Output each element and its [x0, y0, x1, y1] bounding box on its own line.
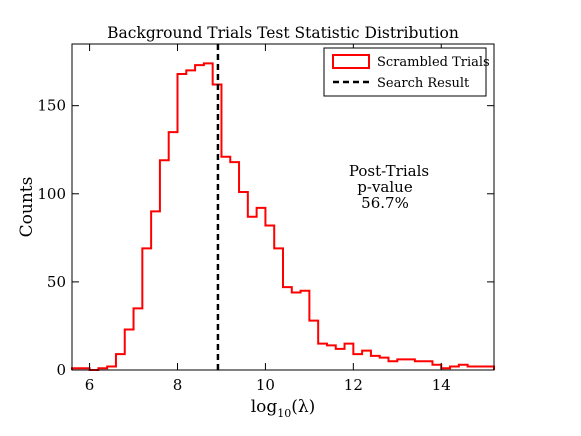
plot-area-frame [71, 43, 495, 371]
histogram-bin [195, 65, 204, 370]
histogram-bin [151, 211, 160, 370]
histogram-bin [265, 226, 274, 370]
histogram-bin [142, 248, 151, 370]
histogram-bin [415, 361, 424, 370]
annotation-line-3: 56.7% [361, 194, 409, 212]
legend-box [323, 47, 487, 97]
histogram-bin [274, 248, 283, 370]
histogram-bin [397, 359, 406, 370]
x-tick-label: 8 [173, 376, 183, 394]
histogram-bin [160, 160, 169, 370]
chart-title: Background Trials Test Statistic Distrib… [107, 24, 459, 42]
histogram-bin [125, 329, 134, 370]
histogram-bin [301, 291, 310, 370]
histogram-bin [318, 344, 327, 370]
histogram-bin [257, 208, 266, 370]
x-tick-label: 6 [85, 376, 95, 394]
histogram-bin [204, 63, 213, 370]
histogram-bin [424, 361, 433, 370]
legend-label-scrambled-trials: Scrambled Trials [377, 55, 490, 70]
histogram-bin [336, 349, 345, 370]
histogram-bin [327, 345, 336, 370]
x-tick-label: 12 [344, 376, 363, 394]
x-axis-label: log10(λ) [251, 397, 316, 420]
legend-label-search-result: Search Result [377, 76, 470, 91]
y-tick-label: 150 [37, 97, 66, 115]
annotation-line-2: p-value [357, 178, 413, 196]
x-tick-label: 14 [432, 376, 451, 394]
histogram-bin [178, 74, 187, 370]
histogram-bin [353, 354, 362, 370]
histogram-bin [221, 157, 230, 370]
y-tick-label: 0 [56, 361, 66, 379]
histogram-bin [371, 356, 380, 370]
series-scrambled-trials-step [71, 62, 495, 371]
annotation-line-1: Post-Trials [349, 162, 429, 180]
x-tick-label: 10 [256, 376, 275, 394]
histogram-bin [248, 217, 257, 370]
histogram-bin [406, 359, 415, 370]
axis-ticks: 6 8 10 12 14 0 50 100 150 [37, 44, 494, 394]
histogram-bin [134, 308, 143, 370]
x-axis-label-base: log [251, 397, 278, 417]
x-axis-label-argument: (λ) [291, 397, 315, 417]
histogram-bin [283, 287, 292, 370]
histogram-bin [292, 292, 301, 370]
x-axis-label-subscript: 10 [277, 407, 291, 420]
y-tick-label: 100 [37, 185, 66, 203]
histogram-bin [169, 132, 178, 370]
histogram-bin [186, 70, 195, 370]
histogram-bin [309, 321, 318, 370]
y-axis-label: Counts [17, 177, 37, 238]
histogram-bin [380, 358, 389, 370]
legend: Scrambled Trials Search Result [323, 47, 490, 97]
post-trials-annotation: Post-Trials p-value 56.7% [349, 162, 429, 212]
y-tick-label: 50 [47, 273, 66, 291]
legend-swatch-scrambled-trials [332, 54, 370, 69]
histogram-bin [230, 162, 239, 370]
histogram-bin [116, 354, 125, 370]
histogram-bin [345, 344, 354, 370]
histogram-bin [389, 361, 398, 370]
histogram-bin [362, 351, 371, 370]
histogram-bin [239, 192, 248, 370]
